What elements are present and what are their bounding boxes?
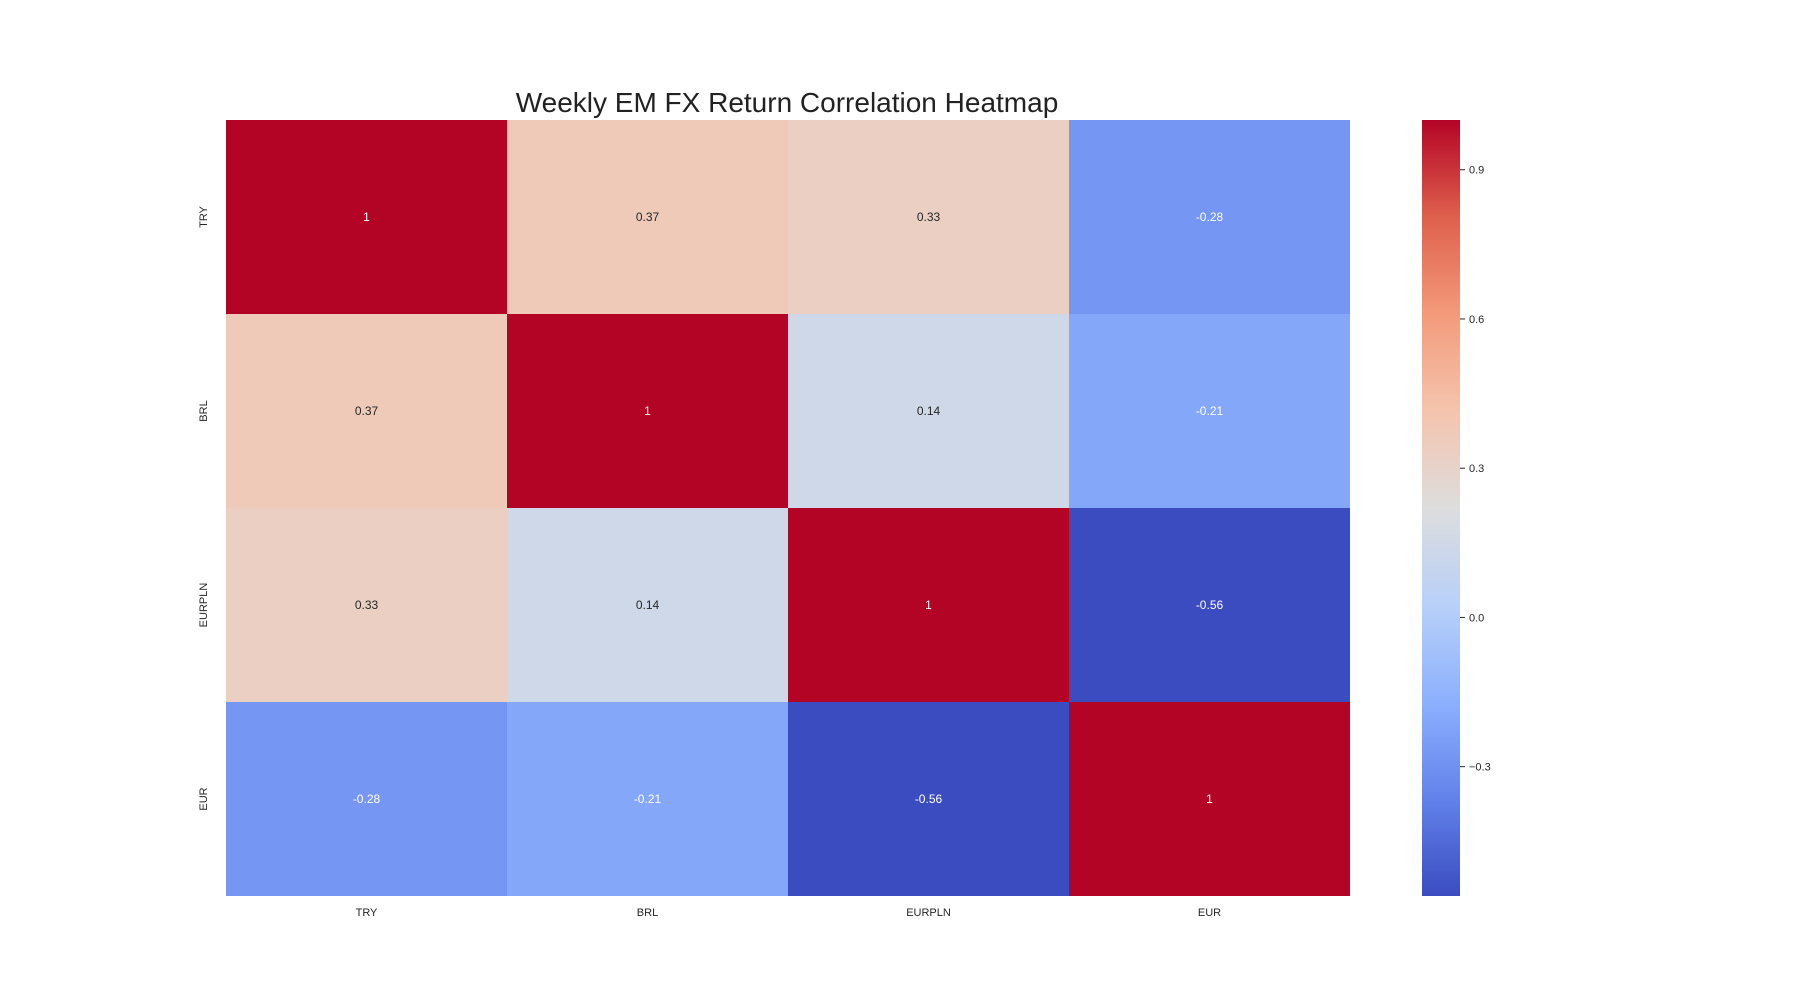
colorbar-tick-label: 0.0 [1469, 612, 1484, 624]
x-tick-label: BRL [637, 907, 658, 919]
heatmap-cell [788, 508, 1069, 702]
heatmap-cell [226, 508, 507, 702]
cell-annotation: 1 [925, 598, 932, 612]
heatmap-cell [1069, 314, 1350, 508]
colorbar: 0.9 0.6 0.3 0.0 −0.3 [1422, 120, 1491, 896]
y-tick-label: EURPLN [198, 583, 210, 628]
cell-annotation: 0.37 [355, 404, 379, 418]
y-tick-label: TRY [198, 205, 210, 227]
heatmap-cell [507, 702, 788, 896]
cell-annotation: 1 [644, 404, 651, 418]
x-tick-label: EURPLN [906, 907, 951, 919]
heatmap-cell [507, 120, 788, 314]
x-tick-label: TRY [356, 907, 378, 919]
y-axis: TRY BRL EURPLN EUR [198, 205, 210, 810]
y-tick-label: EUR [198, 787, 210, 810]
cell-annotation: -0.28 [353, 792, 381, 806]
heatmap-cell [226, 314, 507, 508]
heatmap-cell [788, 314, 1069, 508]
chart-title: Weekly EM FX Return Correlation Heatmap [516, 87, 1059, 118]
cell-annotation: -0.56 [915, 792, 943, 806]
colorbar-gradient [1422, 120, 1460, 896]
heatmap-cell [788, 702, 1069, 896]
colorbar-tick-label: 0.9 [1469, 165, 1484, 177]
cell-annotation: 0.37 [636, 210, 660, 224]
heatmap-cell [507, 508, 788, 702]
x-axis: TRY BRL EURPLN EUR [356, 907, 1222, 919]
cell-annotation: -0.56 [1196, 598, 1224, 612]
heatmap-cell [1069, 120, 1350, 314]
heatmap-cell [226, 120, 507, 314]
colorbar-tick-label: 0.3 [1469, 463, 1484, 475]
x-tick-label: EUR [1198, 907, 1221, 919]
cell-annotation: 1 [363, 210, 370, 224]
heatmap-cell [788, 120, 1069, 314]
heatmap-cells: 1 0.37 0.33 -0.28 0.37 1 0.14 -0.21 0.33 0.14 1 -0.… [226, 120, 1350, 896]
heatmap-cell [1069, 508, 1350, 702]
cell-annotation: 0.33 [355, 598, 379, 612]
cell-annotation: 0.33 [917, 210, 941, 224]
cell-annotation: 1 [1206, 792, 1213, 806]
heatmap-cell [226, 702, 507, 896]
heatmap-cell [507, 314, 788, 508]
heatmap-cell [1069, 702, 1350, 896]
cell-annotation: 0.14 [917, 404, 941, 418]
cell-annotation: -0.28 [1196, 210, 1224, 224]
y-tick-label: BRL [198, 400, 210, 421]
cell-annotation: -0.21 [1196, 404, 1224, 418]
cell-annotation: -0.21 [634, 792, 662, 806]
colorbar-tick-label: 0.6 [1469, 314, 1484, 326]
cell-annotation: 0.14 [636, 598, 660, 612]
colorbar-tick-label: −0.3 [1469, 762, 1491, 774]
